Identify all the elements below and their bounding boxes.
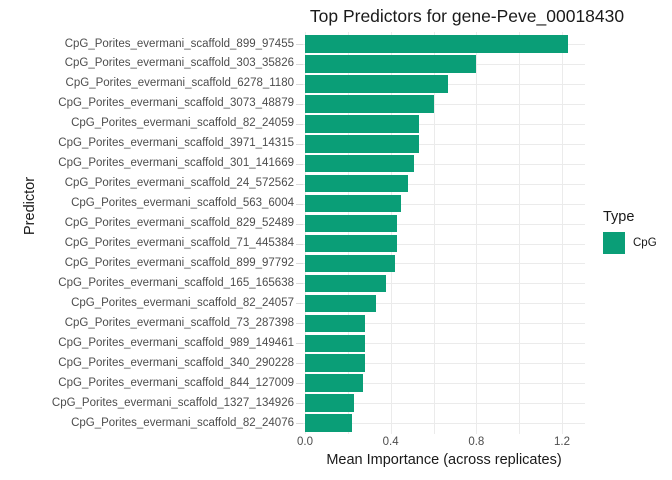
bar [305, 75, 449, 93]
bar [305, 354, 365, 372]
y-axis-tick [296, 223, 303, 225]
x-axis-tick-label: 0.4 [382, 436, 399, 448]
y-axis-tick [296, 183, 303, 185]
h-gridline [303, 303, 585, 305]
legend-item: CpG [603, 232, 657, 254]
x-axis-tick-label: 0.8 [468, 436, 485, 448]
bar [305, 394, 355, 412]
v-gridline [433, 32, 435, 434]
legend: Type CpG [603, 209, 657, 254]
y-axis-tick [296, 44, 303, 45]
y-axis-tick [296, 383, 303, 385]
x-axis-tick-label: 1.2 [554, 436, 570, 448]
bar [305, 214, 398, 233]
v-gridline [562, 32, 563, 434]
y-axis-tick [296, 143, 303, 145]
y-axis-label: CpG_Porites_evermani_scaffold_6278_1180 [65, 77, 294, 90]
v-gridline [347, 32, 349, 434]
h-gridline [303, 283, 585, 285]
y-axis-label: CpG_Porites_evermani_scaffold_301_141669 [58, 157, 294, 170]
x-axis-tick-label: 0.0 [297, 436, 313, 448]
y-axis-label: CpG_Porites_evermani_scaffold_989_149461 [58, 336, 294, 349]
chart-title: Top Predictors for gene-Peve_00018430 [309, 6, 625, 26]
bar [305, 234, 398, 253]
bar [305, 174, 408, 193]
h-gridline [303, 203, 585, 205]
bar [305, 154, 415, 173]
y-axis-tick [296, 323, 303, 325]
h-gridline [303, 183, 585, 185]
h-gridline [303, 263, 585, 265]
y-axis-tick [296, 243, 303, 245]
y-axis-tick [296, 263, 303, 265]
y-axis-label: CpG_Porites_evermani_scaffold_844_127009 [58, 376, 294, 389]
bar [305, 314, 365, 333]
bar [305, 274, 387, 293]
y-axis-tick [296, 283, 303, 285]
bar [305, 35, 569, 53]
x-axis-title: Mean Importance (across replicates) [326, 452, 562, 468]
x-axis-tick-labels: 0.0 0.4 0.8 1.2 [0, 436, 672, 450]
y-axis-label: CpG_Porites_evermani_scaffold_303_35826 [64, 57, 294, 70]
y-axis-label: CpG_Porites_evermani_scaffold_3073_48879 [58, 97, 294, 110]
h-gridline [303, 123, 585, 125]
v-gridline [476, 32, 478, 434]
y-axis-label-column: CpG_Porites_evermani_scaffold_899_97455 C… [0, 32, 294, 434]
plot-panel [303, 32, 585, 434]
y-axis-label: CpG_Porites_evermani_scaffold_24_572562 [64, 177, 294, 190]
bar [305, 334, 365, 352]
y-axis-label: CpG_Porites_evermani_scaffold_73_287398 [64, 316, 294, 329]
y-axis-label: CpG_Porites_evermani_scaffold_829_52489 [64, 217, 294, 230]
bar [305, 414, 353, 432]
h-gridline [303, 223, 585, 225]
v-gridline [390, 32, 392, 434]
y-axis-tick [296, 163, 303, 165]
h-gridline [303, 403, 585, 405]
h-gridline [303, 163, 585, 165]
y-axis-tick [296, 343, 303, 345]
h-gridline [303, 383, 585, 385]
y-axis-tick [296, 83, 303, 85]
bar [305, 55, 477, 73]
bar [305, 374, 363, 392]
v-gridline [519, 32, 521, 434]
legend-item-label: CpG [633, 237, 657, 249]
y-axis-tick [296, 423, 303, 425]
bar [305, 135, 419, 153]
bar [305, 95, 434, 113]
y-axis-label: CpG_Porites_evermani_scaffold_1327_13492… [51, 396, 294, 409]
y-axis-tick [296, 63, 303, 65]
bar [305, 115, 419, 133]
y-axis-tick [296, 123, 303, 125]
y-axis-label: CpG_Porites_evermani_scaffold_71_445384 [64, 237, 294, 249]
bar [305, 294, 376, 313]
h-gridline [303, 143, 585, 145]
v-gridline [305, 32, 306, 434]
legend-title: Type [603, 209, 635, 225]
y-axis-tick [296, 103, 303, 105]
y-axis-tick [296, 363, 303, 365]
h-gridline [303, 103, 585, 105]
bar [305, 254, 395, 273]
h-gridline [303, 243, 585, 245]
y-axis-label: CpG_Porites_evermani_scaffold_82_24057 [71, 296, 294, 309]
h-gridline [303, 363, 585, 365]
y-axis-label: CpG_Porites_evermani_scaffold_82_24076 [71, 416, 294, 429]
y-axis-tick [296, 303, 303, 305]
h-gridline [303, 323, 585, 325]
y-axis-label: CpG_Porites_evermani_scaffold_165_165638 [58, 276, 294, 289]
y-axis-tick [296, 403, 303, 405]
y-axis-label: CpG_Porites_evermani_scaffold_899_97792 [64, 256, 294, 269]
y-axis-label: CpG_Porites_evermani_scaffold_899_97455 [64, 37, 294, 50]
y-axis-label: CpG_Porites_evermani_scaffold_340_290228 [58, 356, 294, 369]
y-axis-label: CpG_Porites_evermani_scaffold_82_24059 [71, 117, 294, 130]
bar [305, 194, 402, 213]
legend-key-swatch [603, 232, 625, 254]
y-axis-tick [296, 203, 303, 205]
y-axis-label: CpG_Porites_evermani_scaffold_563_6004 [71, 197, 294, 210]
h-gridline [303, 423, 585, 425]
h-gridline [303, 343, 585, 345]
y-axis-label: CpG_Porites_evermani_scaffold_3971_14315 [58, 137, 294, 150]
